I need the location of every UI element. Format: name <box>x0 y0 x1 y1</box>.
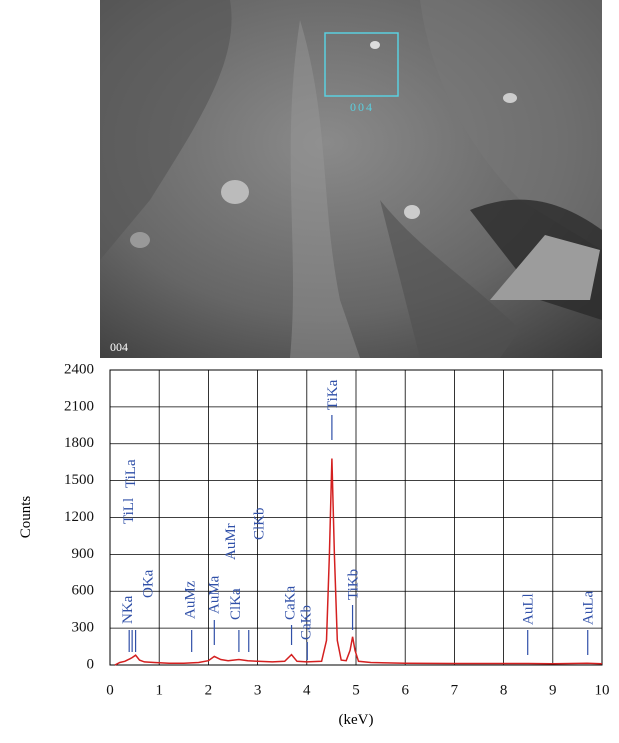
peak-label: AuLa <box>581 591 597 625</box>
x-tick-label: 10 <box>595 682 610 698</box>
y-tick-label: 2100 <box>64 398 94 414</box>
x-axis-label: (keV) <box>339 712 374 728</box>
y-tick-label: 900 <box>72 546 95 562</box>
spectrum-line <box>114 458 603 666</box>
x-tick-label: 1 <box>155 682 163 698</box>
x-tick-label: 7 <box>451 682 459 698</box>
y-tick-label: 1500 <box>64 472 94 488</box>
x-tick-label: 3 <box>254 682 262 698</box>
peak-label: AuMz <box>183 580 199 619</box>
peak-label: AuMr <box>223 523 239 560</box>
y-tick-label: 1800 <box>64 435 94 451</box>
y-tick-label: 1200 <box>64 509 94 525</box>
sem-image: 004 004 <box>100 0 602 358</box>
y-tick-label: 2400 <box>64 361 94 377</box>
peak-label: CaKb <box>298 605 314 640</box>
corner-label: 004 <box>110 340 128 354</box>
y-tick-label: 600 <box>72 583 95 599</box>
peak-label: TiLl <box>121 498 137 524</box>
y-tick-label: 300 <box>72 620 95 636</box>
box-label: 004 <box>350 100 374 114</box>
x-tick-label: 2 <box>205 682 213 698</box>
peak-label: ClKb <box>252 507 268 540</box>
x-tick-label: 4 <box>303 682 311 698</box>
peak-label: TiLa <box>123 459 139 488</box>
y-axis-label: Counts <box>18 496 34 539</box>
x-tick-label: 5 <box>352 682 360 698</box>
peak-label: NKa <box>120 595 136 624</box>
peak-label: TiKb <box>346 569 362 600</box>
x-tick-label: 6 <box>401 682 409 698</box>
peak-label: CaKa <box>283 586 299 620</box>
peak-label: AuLl <box>521 593 537 625</box>
peak-label: TiKa <box>325 379 341 410</box>
peak-label: AuMa <box>206 575 222 614</box>
y-tick-label: 0 <box>87 656 95 672</box>
x-tick-label: 9 <box>549 682 557 698</box>
peak-label: OKa <box>141 569 157 598</box>
x-tick-label: 0 <box>106 682 114 698</box>
peak-label: ClKa <box>228 588 244 620</box>
x-tick-label: 8 <box>500 682 508 698</box>
